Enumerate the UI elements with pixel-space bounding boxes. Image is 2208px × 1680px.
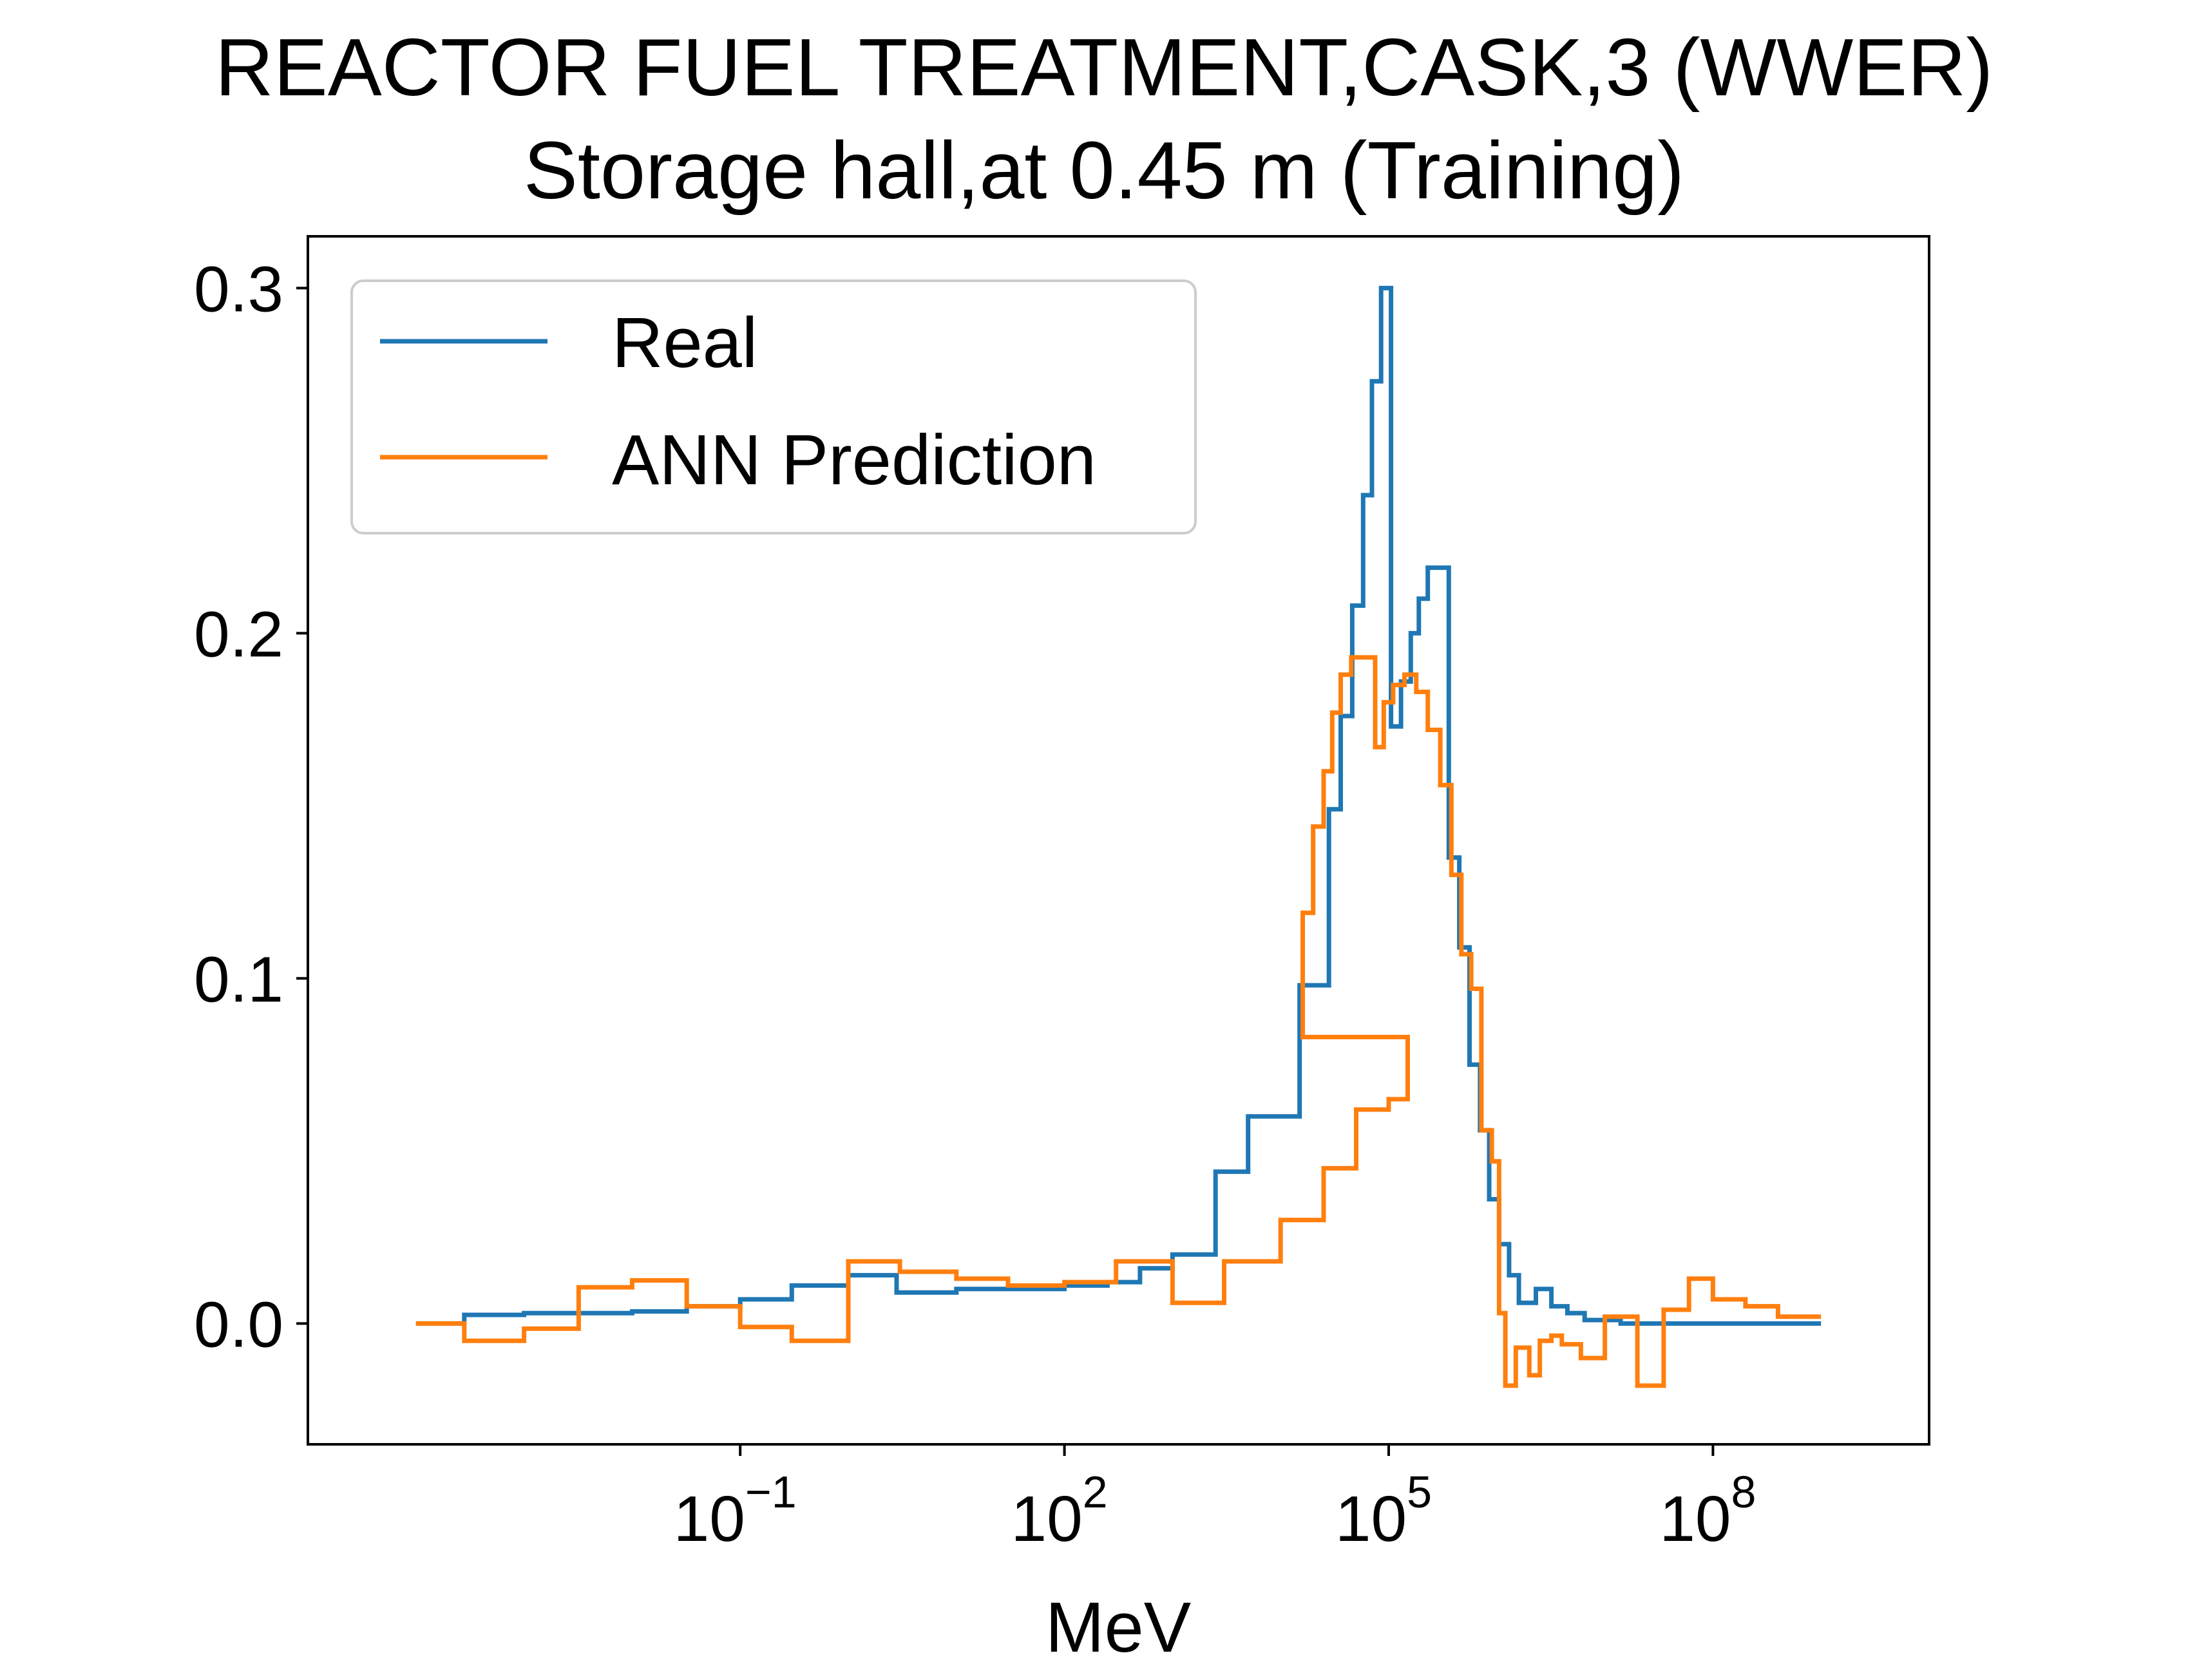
x-tick-label: 105 [1335, 1467, 1432, 1555]
x-tick-label: 108 [1659, 1467, 1756, 1555]
y-tick-label: 0.3 [194, 253, 283, 325]
chart-subtitle: Storage hall,at 0.45 m (Training) [524, 125, 1684, 216]
chart-title: REACTOR FUEL TREATMENT,CASK,3 (WWER) [215, 22, 1994, 113]
y-tick-label: 0.1 [194, 943, 283, 1015]
x-axis-ticks: 10−1 102 105 108 [674, 1444, 1756, 1555]
legend-frame [350, 279, 1197, 534]
legend-label-real: Real [612, 303, 757, 382]
legend-label-ann-prediction: ANN Prediction [612, 420, 1096, 500]
y-tick-label: 0.2 [194, 598, 283, 670]
legend: Real ANN Prediction [350, 279, 1197, 534]
x-tick-label: 10−1 [674, 1467, 797, 1555]
series-layer [415, 285, 1822, 1388]
x-tick-label: 102 [1011, 1467, 1108, 1555]
y-tick-label: 0.0 [194, 1288, 283, 1361]
series-line-ann-prediction [415, 655, 1822, 1388]
x-axis-label: MeV [1045, 1588, 1191, 1667]
y-axis-ticks: 0.0 0.1 0.2 0.3 [194, 253, 308, 1361]
